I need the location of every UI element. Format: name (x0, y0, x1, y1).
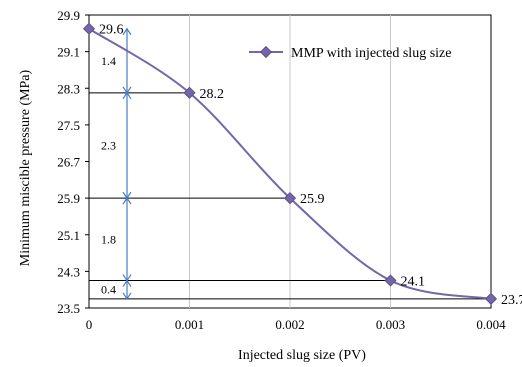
legend-label: MMP with injected slug size (291, 46, 451, 61)
y-tick-label: 23.5 (57, 301, 80, 316)
x-tick-label: 0.001 (175, 317, 204, 332)
gap-label: 1.4 (101, 54, 116, 68)
data-point-marker (484, 292, 498, 305)
x-tick-label: 0.004 (476, 317, 506, 332)
data-label: 23.7 (501, 293, 522, 308)
gap-label: 2.3 (101, 138, 116, 152)
x-axis-title: Injected slug size (PV) (238, 348, 366, 363)
y-tick-label: 29.1 (57, 45, 80, 60)
data-point-marker (283, 192, 297, 205)
data-label: 25.9 (300, 192, 325, 207)
gap-arrowhead (122, 27, 132, 36)
gap-label: 0.4 (101, 283, 116, 297)
data-label: 24.1 (401, 275, 426, 290)
data-point-marker (82, 22, 96, 35)
y-tick-label: 25.1 (57, 228, 80, 243)
y-tick-label: 26.7 (57, 155, 80, 170)
y-tick-label: 25.9 (57, 191, 80, 206)
y-axis-title: Minimum miscible pressure (MPa) (18, 69, 33, 266)
data-point-marker (384, 274, 397, 287)
y-tick-label: 28.3 (57, 81, 80, 96)
data-label: 28.2 (200, 87, 225, 102)
x-tick-label: 0 (86, 317, 93, 332)
data-point-marker (183, 86, 196, 99)
gap-label: 1.8 (101, 232, 116, 246)
y-tick-label: 24.3 (57, 264, 80, 279)
gap-arrowhead (122, 91, 132, 100)
data-label: 29.6 (99, 23, 124, 38)
x-tick-label: 0.002 (275, 317, 304, 332)
legend: MMP with injected slug size (249, 45, 451, 61)
y-tick-label: 29.9 (57, 8, 80, 23)
gap-arrowhead (122, 292, 132, 300)
y-tick-label: 27.5 (57, 118, 80, 133)
plot-area: 0 0.001 0.002 0.003 0.004 29.9 29.1 28.3 27.5 26.… (57, 8, 522, 332)
gap-arrowhead (122, 279, 132, 287)
x-tick-label: 0.003 (376, 317, 405, 332)
gap-arrowhead (122, 197, 132, 205)
legend-marker (259, 45, 273, 59)
